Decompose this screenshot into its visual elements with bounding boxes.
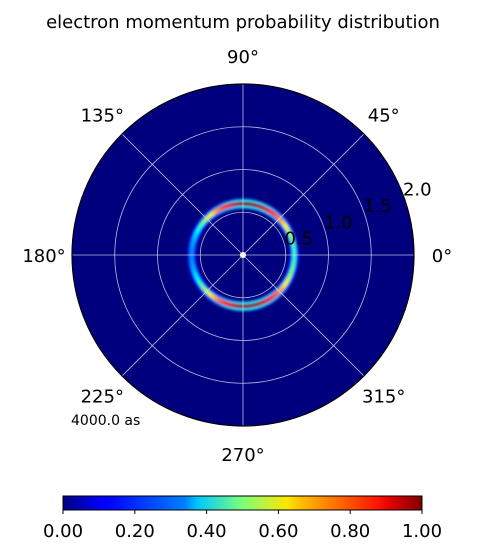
angle-tick-label: 225° (81, 387, 124, 408)
angular-grid-line (242, 254, 365, 377)
angle-tick-label: 180° (22, 246, 65, 267)
angular-grid-line (121, 133, 244, 256)
colorbar-tick-label: 0.80 (330, 521, 370, 542)
angular-grid-line (242, 133, 365, 256)
radial-tick-label: 2.0 (403, 180, 432, 201)
radial-tick-label: 1.0 (324, 212, 353, 233)
colorbar-tick-label: 0.00 (43, 521, 83, 542)
chart-title: electron momentum probability distributi… (46, 12, 440, 33)
angle-tick-label: 90° (227, 47, 259, 68)
polar-frame (71, 83, 415, 427)
radial-tick-label: 1.5 (363, 196, 392, 217)
polar-plot-area (71, 83, 415, 427)
colorbar: 0.00 0.20 0.40 0.60 0.80 1.00 (43, 495, 442, 542)
colorbar-tick-label: 1.00 (402, 521, 442, 542)
ring-layer (186, 198, 300, 312)
angle-tick-label: 135° (81, 105, 124, 126)
angle-tick-label: 270° (221, 445, 264, 466)
colorbar-ticks: 0.00 0.20 0.40 0.60 0.80 1.00 (43, 510, 442, 542)
colorbar-tick-label: 0.20 (115, 521, 155, 542)
colorbar-tick-label: 0.60 (258, 521, 298, 542)
colorbar-gradient (62, 495, 423, 511)
time-annotation: 4000.0 as (71, 413, 140, 429)
angle-tick-labels: 0° 45° 90° 135° 180° 225° 270° 315° (22, 47, 452, 466)
angle-tick-label: 45° (368, 105, 400, 126)
origin-marker (240, 252, 246, 258)
colorbar-tick-label: 0.40 (187, 521, 227, 542)
angle-tick-label: 315° (362, 387, 405, 408)
radial-tick-label: 0.5 (284, 229, 313, 250)
angle-tick-label: 0° (432, 246, 452, 267)
radial-tick-labels: 0.5 1.0 1.5 2.0 (284, 180, 431, 250)
angular-grid-line (121, 254, 244, 377)
